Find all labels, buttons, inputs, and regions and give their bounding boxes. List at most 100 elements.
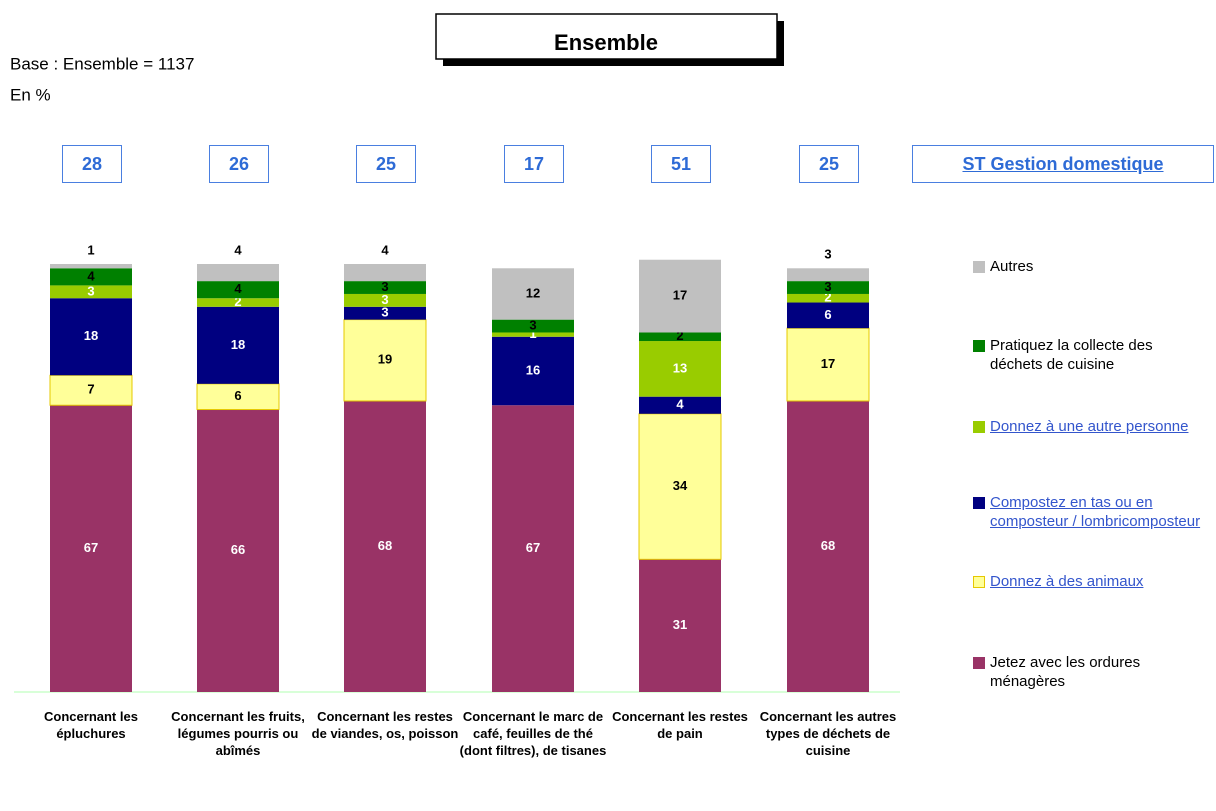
legend-label: Compostez en tas ou en composteur / lomb… (990, 494, 1201, 530)
chart-title: Ensemble (554, 30, 658, 55)
value-label: 4 (234, 281, 242, 296)
value-label: 2 (676, 328, 683, 343)
legend-label: Donnez à une autre personne (990, 418, 1189, 435)
value-label: 1 (529, 326, 536, 341)
bar-segment (197, 281, 279, 299)
legend-swatch (973, 497, 985, 509)
bar-segment (49, 374, 133, 406)
bar-segment (50, 268, 132, 286)
legend-swatch (973, 340, 985, 352)
legend-swatch (973, 261, 985, 273)
bar-segment (344, 306, 426, 320)
bar-segment (50, 298, 132, 376)
bar-segment (639, 332, 721, 342)
total-box: 25 (356, 145, 416, 183)
total-box: 17 (504, 145, 564, 183)
value-label: 4 (234, 242, 242, 257)
x-tick-label: Concernant les autres types de déchets d… (759, 709, 897, 758)
value-label: 3 (87, 283, 94, 298)
bar-segment (787, 268, 869, 282)
value-label: 18 (231, 337, 245, 352)
bar-segment (492, 336, 574, 406)
value-label: 68 (378, 538, 392, 553)
bar-segment (639, 259, 721, 333)
bar-segment (639, 396, 721, 414)
value-label: 3 (824, 247, 831, 262)
value-label: 66 (231, 542, 245, 557)
total-box: 28 (62, 145, 122, 183)
value-label: 67 (526, 540, 540, 555)
subtitle: En % (10, 85, 51, 104)
subtitle: Base : Ensemble = 1137 (10, 54, 194, 73)
total-name: ST Gestion domestique (912, 145, 1214, 183)
bar-segment (50, 264, 132, 269)
bar-segment (787, 293, 869, 303)
bar-segment (344, 400, 426, 692)
legend-swatch (973, 421, 985, 433)
bar-segment (638, 413, 722, 560)
legend-swatch (973, 657, 985, 669)
value-label: 12 (526, 285, 540, 300)
value-label: 3 (381, 305, 388, 320)
legend-label: Jetez avec les ordures ménagères (990, 654, 1141, 690)
x-tick-label: Concernant les fruits, légumes pourris o… (171, 709, 305, 758)
bar-segment (639, 559, 721, 692)
legend-label: Donnez à des animaux (990, 573, 1144, 590)
bar-segment (196, 383, 280, 411)
bar-segment (787, 281, 869, 294)
value-label: 3 (381, 292, 388, 307)
bar-segment (492, 319, 574, 333)
value-label: 18 (84, 328, 98, 343)
x-tick-label: Concernant les épluchures (44, 709, 138, 741)
value-label: 68 (821, 538, 835, 553)
bar-segment (50, 405, 132, 692)
value-label: 2 (234, 294, 241, 309)
bar-segment (787, 302, 869, 329)
bar-segment (344, 264, 426, 282)
value-label: 19 (378, 352, 392, 367)
total-box: 51 (651, 145, 711, 183)
value-label: 16 (526, 362, 540, 377)
value-label: 6 (824, 307, 831, 322)
bar-segment (197, 264, 279, 282)
bar-segment (343, 319, 427, 402)
bar-segment (639, 341, 721, 397)
title-box (435, 13, 778, 60)
x-tick-label: Concernant les restes de viandes, os, po… (311, 709, 459, 741)
value-label: 4 (676, 397, 684, 412)
value-label: 1 (87, 242, 94, 257)
value-label: 4 (87, 268, 95, 283)
value-label: 6 (234, 388, 241, 403)
value-label: 3 (381, 279, 388, 294)
x-tick-label: Concernant le marc de café, feuilles de … (459, 709, 607, 758)
total-box: 26 (209, 145, 269, 183)
bar-segment (492, 332, 574, 337)
legend-swatch (973, 576, 985, 588)
value-label: 67 (84, 540, 98, 555)
value-label: 4 (381, 242, 389, 257)
bar-segment (344, 281, 426, 294)
value-label: 17 (821, 356, 835, 371)
value-label: 31 (673, 617, 687, 632)
bar-segment (344, 293, 426, 307)
bar-segment (197, 409, 279, 692)
value-label: 17 (673, 288, 687, 303)
value-label: 2 (824, 290, 831, 305)
bar-segment (787, 400, 869, 692)
legend-label: Pratiquez la collecte des déchets de cui… (990, 337, 1153, 373)
bar-segment (50, 285, 132, 299)
total-box: 25 (799, 145, 859, 183)
bar-segment (197, 306, 279, 384)
bar-segment (492, 268, 574, 320)
value-label: 3 (824, 279, 831, 294)
x-tick-label: Concernant les restes de pain (612, 709, 748, 741)
bar-segment (786, 327, 870, 402)
value-label: 34 (673, 478, 688, 493)
value-label: 7 (87, 382, 94, 397)
value-label: 3 (529, 317, 536, 332)
value-label: 13 (673, 360, 687, 375)
legend-label: Autres (990, 258, 1034, 275)
bar-segment (492, 405, 574, 692)
